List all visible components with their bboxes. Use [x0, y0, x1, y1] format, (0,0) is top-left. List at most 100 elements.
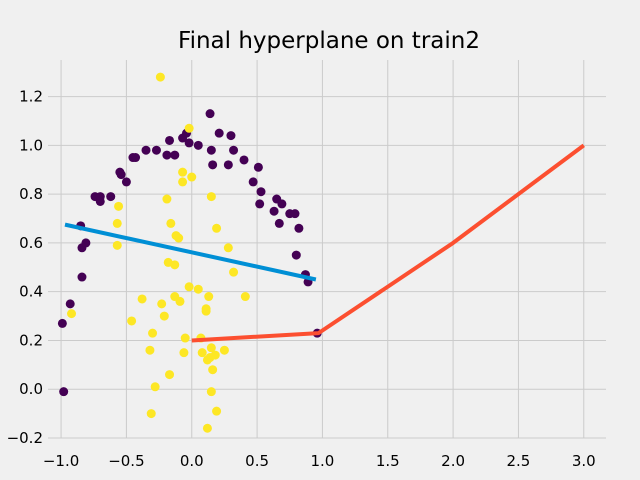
scatter-point-class-1	[112, 218, 122, 228]
y-tick-label: 0.4	[19, 283, 43, 301]
y-tick-label: 0.6	[19, 234, 43, 252]
scatter-point-class-1	[212, 223, 222, 233]
scatter-point-class-1	[166, 218, 176, 228]
x-tick-label: 0.0	[180, 452, 204, 470]
scatter-point-class-0	[274, 218, 284, 228]
scatter-point-class-1	[210, 350, 220, 360]
grid	[48, 60, 606, 439]
scatter-point-class-0	[59, 387, 69, 397]
scatter-point-class-1	[178, 167, 188, 177]
scatter-point-class-0	[205, 109, 215, 119]
scatter-point-class-1	[219, 345, 229, 355]
scatter-point-class-1	[197, 348, 207, 358]
scatter-point-class-0	[291, 250, 301, 260]
scatter-point-class-0	[253, 162, 263, 172]
scatter-point-class-0	[77, 272, 87, 282]
scatter-point-class-0	[165, 135, 175, 145]
x-axis: −1.0 −0.5 0.0 0.5 1.0 1.5 2.0 2.5 3.0	[43, 452, 596, 470]
scatter-point-class-1	[184, 282, 194, 292]
scatter-point-class-0	[193, 140, 203, 150]
scatter-point-class-1	[67, 309, 77, 319]
scatter-point-class-1	[175, 296, 185, 306]
scatter-point-class-1	[187, 172, 197, 182]
x-tick-label: 1.5	[376, 452, 400, 470]
scatter-point-class-1	[206, 387, 216, 397]
scatter-point-class-1	[229, 267, 239, 277]
hyperplane-line-red	[191, 143, 585, 343]
scatter-point-class-1	[180, 333, 190, 343]
scatter-point-class-1	[193, 284, 203, 294]
scatter-point-class-1	[208, 365, 218, 375]
scatter-point-class-1	[240, 292, 250, 302]
x-tick-label: −1.0	[43, 452, 79, 470]
scatter-point-class-1	[150, 382, 160, 392]
y-tick-label: −0.2	[7, 429, 43, 447]
scatter-point-class-1	[174, 233, 184, 243]
scatter-point-class-0	[162, 150, 172, 160]
scatter-point-class-0	[106, 192, 116, 202]
scatter-point-class-0	[255, 199, 265, 209]
scatter-point-class-0	[65, 299, 75, 309]
scatter-point-class-1	[202, 423, 212, 433]
scatter-point-class-0	[116, 170, 126, 180]
scatter-point-class-0	[277, 199, 287, 209]
scatter-point-class-0	[223, 160, 233, 170]
scatter-point-class-1	[170, 260, 180, 270]
scatter-point-class-0	[226, 131, 236, 141]
scatter-point-class-1	[178, 177, 188, 187]
x-tick-label: 3.0	[572, 452, 596, 470]
scatter-point-class-0	[131, 153, 141, 163]
scatter-point-class-1	[179, 348, 189, 358]
x-tick-label: 1.0	[310, 452, 334, 470]
scatter-point-class-1	[114, 201, 124, 211]
scatter-point-class-1	[137, 294, 147, 304]
scatter-point-class-0	[206, 145, 216, 155]
y-tick-label: 1.0	[19, 136, 43, 154]
chart-title: Final hyperplane on train2	[178, 28, 480, 54]
scatter-point-class-1	[162, 194, 172, 204]
plot-area	[57, 72, 585, 433]
scatter-point-class-1	[146, 409, 156, 419]
y-axis: −0.2 0.0 0.2 0.4 0.6 0.8 1.0 1.2	[7, 88, 43, 447]
scatter-point-class-1	[148, 328, 158, 338]
scatter-point-class-1	[145, 345, 155, 355]
scatter-point-class-1	[157, 299, 167, 309]
x-tick-label: 0.5	[245, 452, 269, 470]
scatter-point-class-0	[256, 187, 266, 197]
scatter-point-class-1	[204, 292, 214, 302]
scatter-point-class-1	[159, 311, 169, 321]
x-tick-label: 2.0	[441, 452, 465, 470]
scatter-point-class-0	[214, 128, 224, 138]
scatter-point-class-0	[269, 206, 279, 216]
scatter-point-class-0	[141, 145, 151, 155]
scatter-point-class-0	[248, 177, 258, 187]
scatter-point-class-0	[294, 223, 304, 233]
y-tick-label: 0.2	[19, 331, 43, 349]
y-tick-label: 0.0	[19, 380, 43, 398]
scatter-point-class-1	[206, 192, 216, 202]
scatter-point-class-0	[184, 138, 194, 148]
scatter-point-class-1	[155, 72, 165, 82]
scatter-point-class-0	[151, 145, 161, 155]
scatter-point-class-0	[57, 318, 67, 328]
scatter-point-class-1	[223, 243, 233, 253]
scatter-point-class-0	[229, 145, 239, 155]
scatter-point-class-0	[170, 150, 180, 160]
scatter-point-class-0	[290, 209, 300, 219]
scatter-point-class-1	[127, 316, 137, 326]
scatter-point-class-1	[184, 123, 194, 133]
hyperplane-line-blue	[64, 222, 317, 282]
scatter-point-class-1	[112, 240, 122, 250]
scatter-point-class-0	[239, 155, 249, 165]
y-tick-label: 0.8	[19, 185, 43, 203]
x-tick-label: −0.5	[108, 452, 144, 470]
y-tick-label: 1.2	[19, 88, 43, 106]
scatter-point-class-0	[81, 238, 91, 248]
scatter-point-class-0	[95, 196, 105, 206]
scatter-point-class-0	[121, 177, 131, 187]
scatter-point-class-1	[212, 406, 222, 416]
scatter-point-class-1	[201, 306, 211, 316]
x-tick-label: 2.5	[507, 452, 531, 470]
